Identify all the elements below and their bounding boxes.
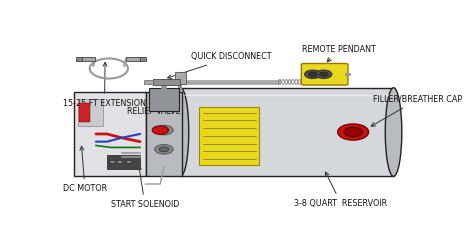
- Text: START SOLENOID: START SOLENOID: [110, 166, 179, 209]
- Circle shape: [305, 70, 321, 78]
- Bar: [76, 57, 82, 61]
- Text: 15-25 FT EXTENSION: 15-25 FT EXTENSION: [63, 62, 146, 108]
- Bar: [199, 107, 259, 165]
- Text: REMOTE PENDANT: REMOTE PENDANT: [301, 45, 375, 62]
- Bar: [126, 56, 140, 61]
- Text: QUICK DISCONNECT: QUICK DISCONNECT: [168, 52, 272, 78]
- Bar: [181, 88, 393, 176]
- Ellipse shape: [385, 88, 402, 176]
- Text: 3-8 QUART  RESERVOIR: 3-8 QUART RESERVOIR: [294, 172, 387, 208]
- Bar: [144, 80, 153, 84]
- Circle shape: [117, 160, 123, 164]
- Bar: [107, 155, 140, 168]
- Circle shape: [159, 128, 169, 132]
- Circle shape: [155, 144, 173, 154]
- Circle shape: [109, 160, 116, 164]
- Circle shape: [152, 126, 168, 134]
- Ellipse shape: [172, 88, 189, 176]
- Bar: [80, 103, 90, 122]
- Circle shape: [155, 125, 173, 135]
- Circle shape: [308, 72, 317, 76]
- FancyBboxPatch shape: [301, 64, 348, 85]
- Bar: [82, 56, 95, 61]
- Circle shape: [316, 70, 332, 78]
- Bar: [175, 72, 186, 84]
- Circle shape: [319, 72, 328, 76]
- Text: FILLER/BREATHER CAP: FILLER/BREATHER CAP: [371, 95, 463, 126]
- Bar: [153, 79, 181, 85]
- Circle shape: [126, 160, 132, 164]
- Bar: [146, 92, 182, 176]
- Bar: [74, 92, 146, 176]
- Text: RELIEF VALVE: RELIEF VALVE: [127, 102, 181, 116]
- Text: DC MOTOR: DC MOTOR: [63, 146, 107, 193]
- Bar: [78, 99, 103, 126]
- Bar: [149, 88, 179, 111]
- Bar: [140, 57, 146, 61]
- Circle shape: [159, 147, 169, 152]
- Circle shape: [337, 124, 369, 140]
- Circle shape: [344, 127, 362, 137]
